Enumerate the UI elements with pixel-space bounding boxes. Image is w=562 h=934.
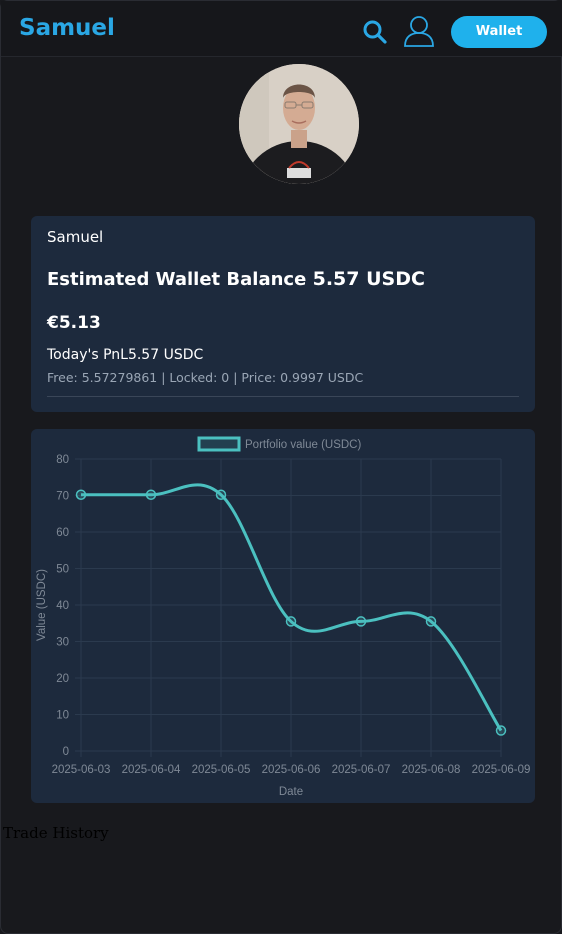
x-tick-label: 2025-06-03 <box>52 764 111 776</box>
wallet-summary-card: Samuel Estimated Wallet Balance 5.57 USD… <box>31 216 535 412</box>
profile-avatar <box>239 64 359 184</box>
balance-details: Free: 5.57279861 | Locked: 0 | Price: 0.… <box>47 370 364 385</box>
estimated-balance: Estimated Wallet Balance 5.57 USDC <box>47 268 425 290</box>
user-icon[interactable] <box>403 14 435 48</box>
data-point <box>495 725 507 736</box>
x-tick-label: 2025-06-09 <box>472 764 531 776</box>
x-axis-title: Date <box>279 786 303 798</box>
top-nav: Samuel Wallet <box>1 1 562 57</box>
portfolio-chart-card: 0 10 20 30 40 50 60 70 80 2025-06-03 2025-06-04 202… <box>31 429 535 803</box>
trade-history-title: Trade History <box>3 824 109 842</box>
x-tick-label: 2025-06-08 <box>402 764 461 776</box>
data-point <box>145 489 157 501</box>
todays-pnl: Today's PnL5.57 USDC <box>47 347 204 363</box>
data-point <box>355 616 367 627</box>
profile-name: Samuel <box>47 228 104 246</box>
wallet-button[interactable]: Wallet <box>451 16 547 48</box>
x-tick-label: 2025-06-05 <box>192 764 251 776</box>
search-icon[interactable] <box>362 19 388 45</box>
data-point <box>285 616 297 627</box>
x-tick-label: 2025-06-07 <box>332 764 391 776</box>
y-tick-label: 80 <box>56 454 69 466</box>
balance-amount: 5.57 USDC <box>312 268 425 290</box>
data-point <box>215 489 227 501</box>
y-tick-label: 0 <box>63 746 69 758</box>
x-tick-label: 2025-06-06 <box>262 764 321 776</box>
data-point <box>75 489 87 501</box>
y-tick-label: 60 <box>56 527 69 539</box>
y-tick-label: 10 <box>56 710 69 722</box>
y-tick-label: 50 <box>56 564 69 576</box>
card-divider <box>47 396 519 397</box>
data-point <box>425 616 437 627</box>
y-axis-title: Value (USDC) <box>36 569 48 641</box>
brand-title[interactable]: Samuel <box>19 15 115 41</box>
x-tick-label: 2025-06-04 <box>122 764 181 776</box>
balance-label: Estimated Wallet Balance <box>47 269 307 290</box>
legend-label: Portfolio value (USDC) <box>245 439 361 451</box>
y-tick-label: 40 <box>56 600 69 612</box>
portfolio-chart: 0 10 20 30 40 50 60 70 80 2025-06-03 2025-06-04 202… <box>36 436 531 798</box>
balance-eur: €5.13 <box>47 313 101 333</box>
legend-swatch <box>197 436 241 452</box>
y-tick-label: 20 <box>56 673 69 685</box>
y-tick-label: 70 <box>56 491 69 503</box>
y-tick-label: 30 <box>56 637 69 649</box>
